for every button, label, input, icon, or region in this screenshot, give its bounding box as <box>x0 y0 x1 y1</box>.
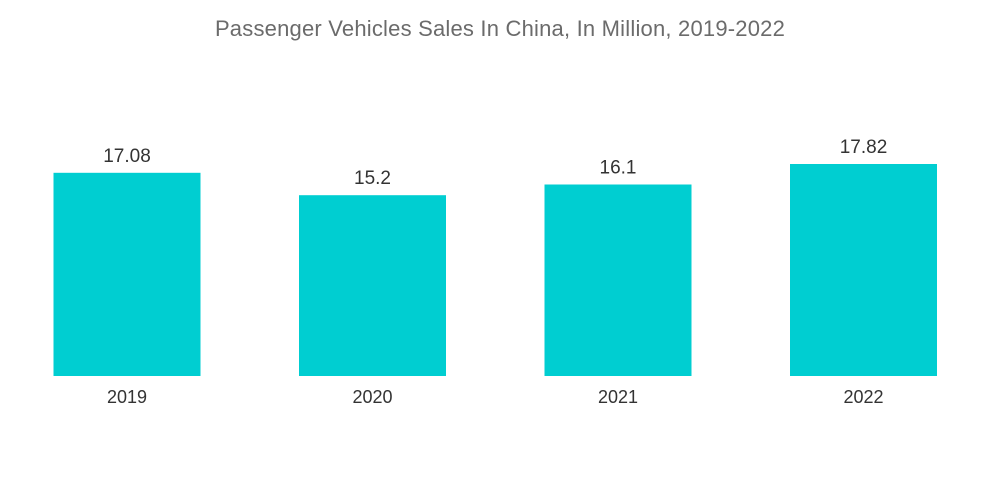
value-label-2020: 15.2 <box>354 168 391 189</box>
value-label-2019: 17.08 <box>103 146 151 167</box>
value-label-2022: 17.82 <box>840 137 888 158</box>
bar-2022 <box>790 164 937 376</box>
bar-2021 <box>544 184 692 376</box>
bar-2020 <box>299 195 446 376</box>
value-label-2021: 16.1 <box>600 158 637 179</box>
x-tick-label-2021: 2021 <box>598 387 638 407</box>
bar-2019 <box>53 172 201 376</box>
x-tick-label-2022: 2022 <box>843 387 883 407</box>
x-tick-label-2020: 2020 <box>352 387 392 407</box>
x-tick-label-2019: 2019 <box>107 387 147 407</box>
chart-title: Passenger Vehicles Sales In China, In Mi… <box>214 16 786 41</box>
